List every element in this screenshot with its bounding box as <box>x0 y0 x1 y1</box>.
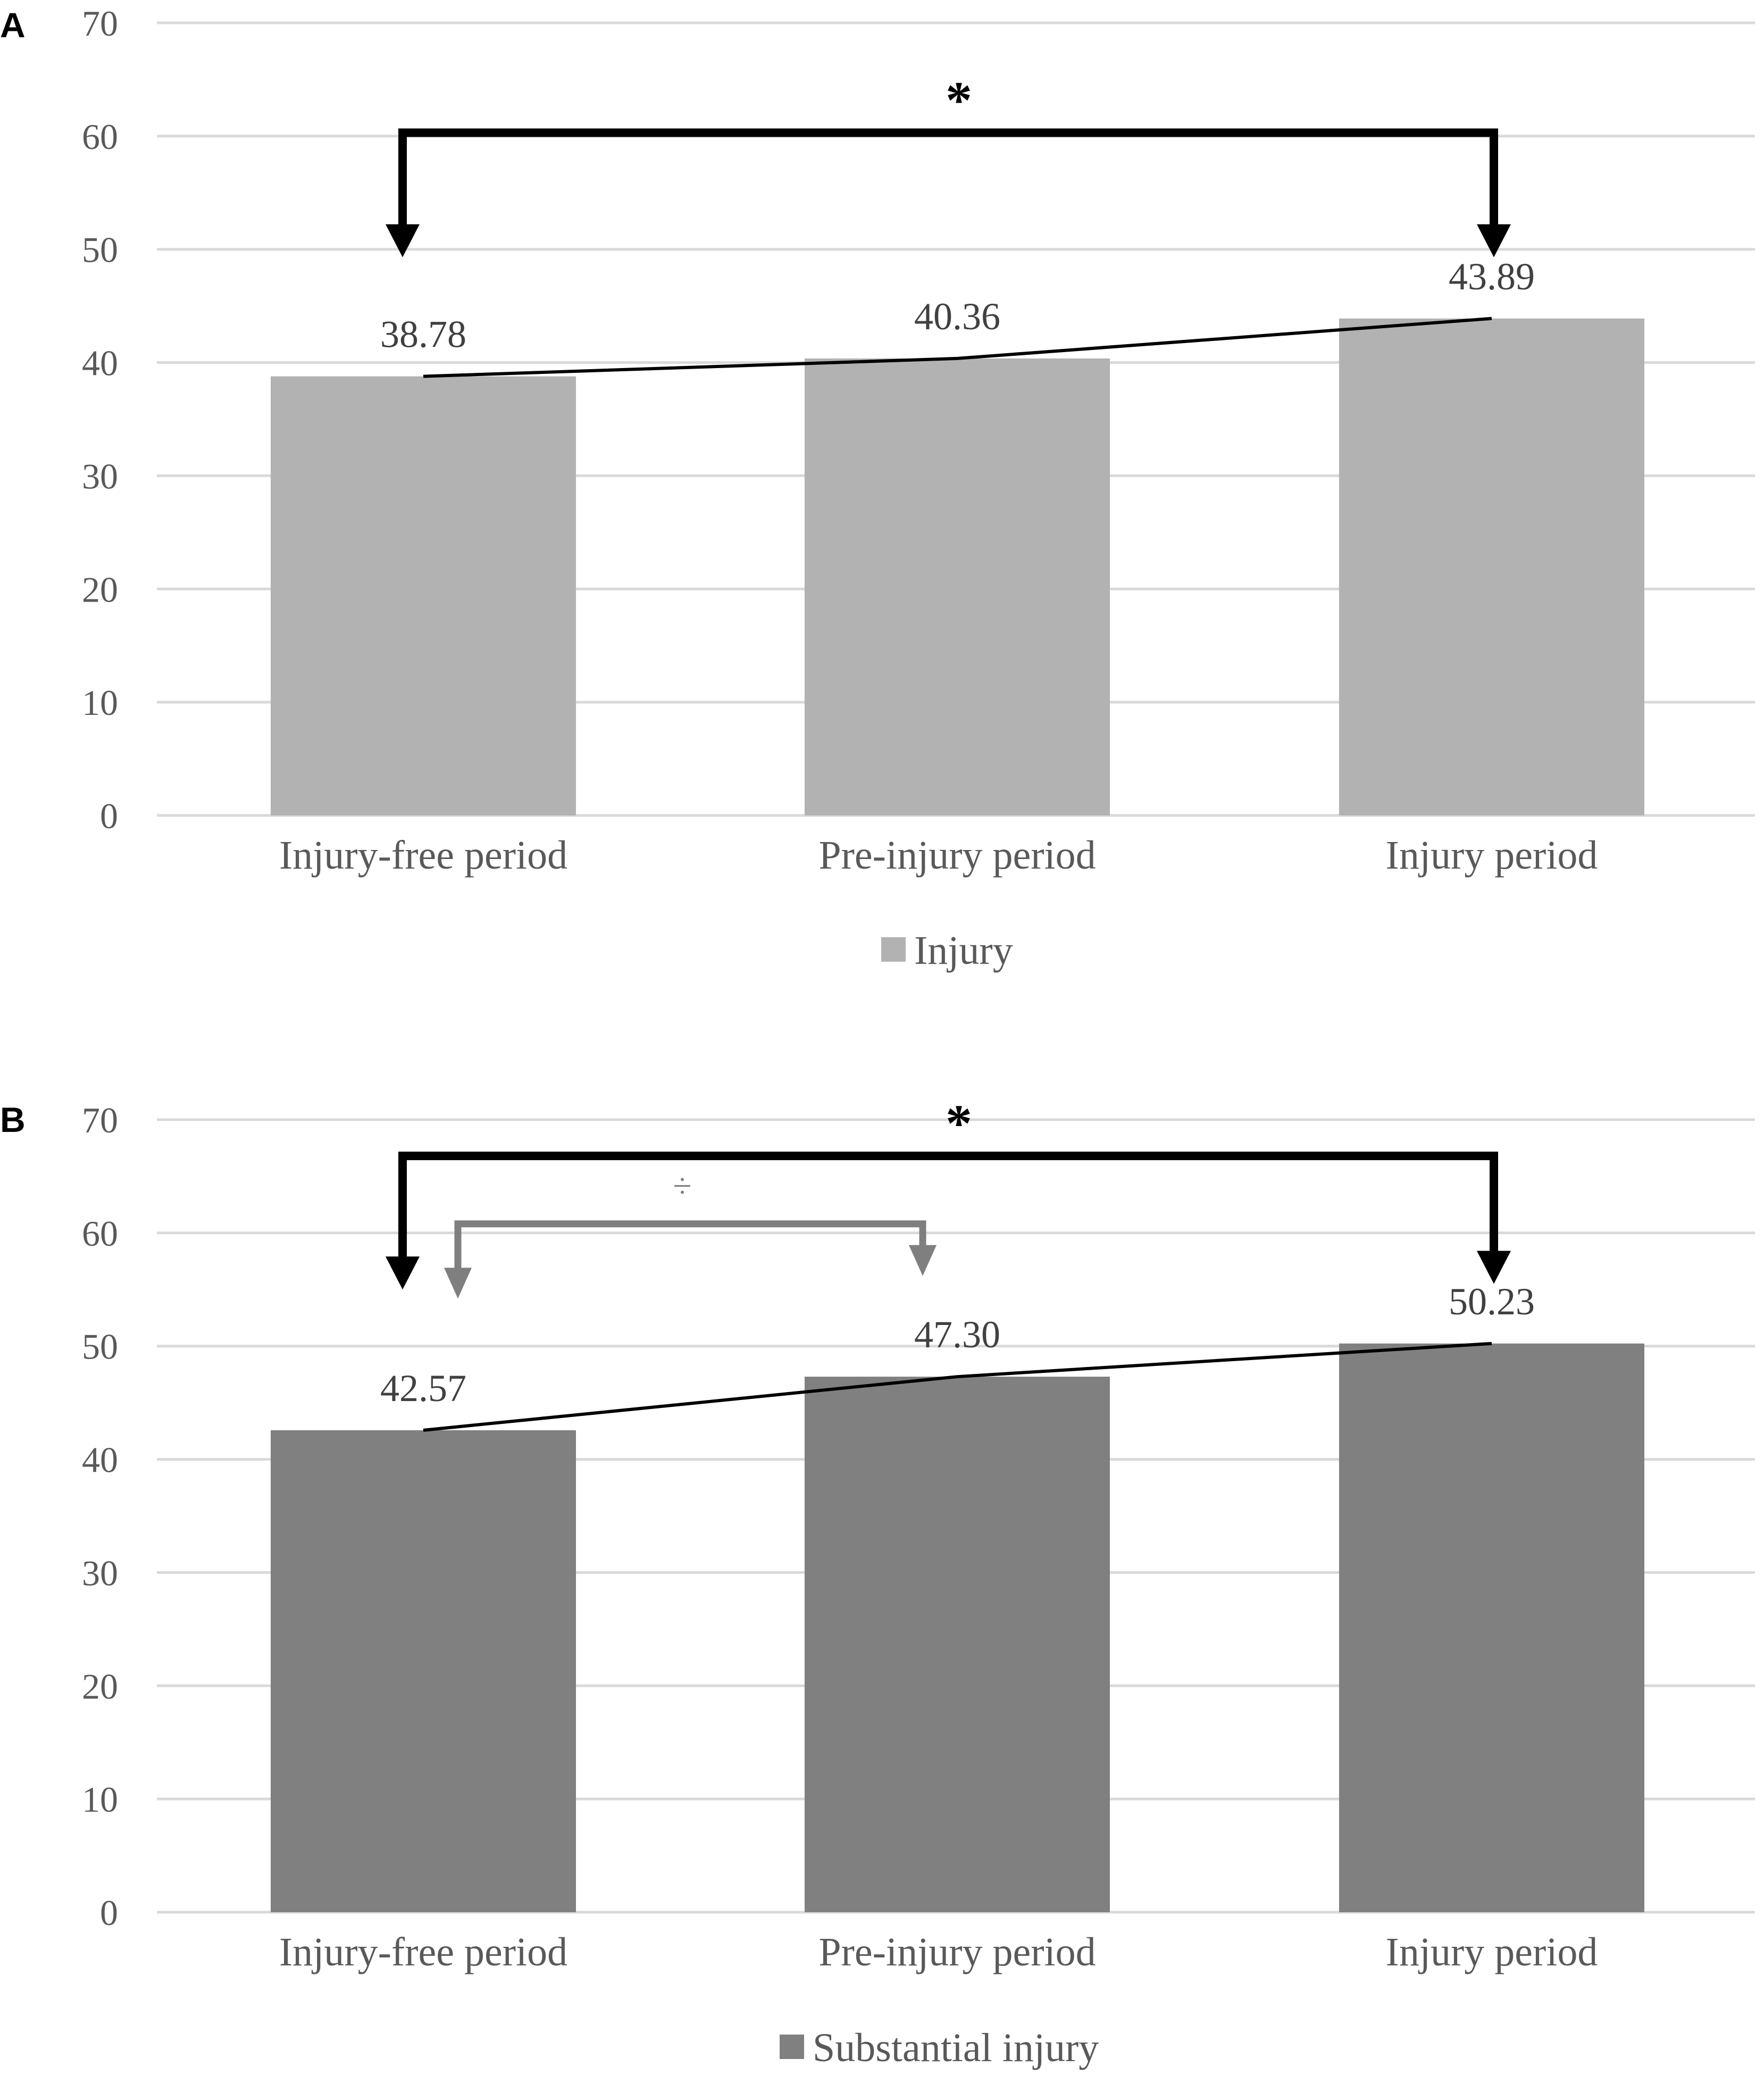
y-tick-label: 50 <box>82 230 118 270</box>
y-tick-label: 50 <box>82 1327 118 1367</box>
x-category-label: Injury period <box>1386 833 1598 878</box>
data-label: 47.30 <box>914 1313 1000 1356</box>
bar <box>271 1430 576 1912</box>
y-tick-label: 60 <box>82 1213 118 1254</box>
bar <box>1339 1343 1644 1912</box>
chart-panel-b: B 0 10 20 30 40 50 60 70 42.57 47.30 50.23 * ÷ Injury-… <box>0 1094 1755 2070</box>
y-tick-label: 70 <box>82 1100 118 1140</box>
legend-swatch <box>780 2035 804 2059</box>
significance-marker: * <box>946 1094 972 1153</box>
y-tick-label: 20 <box>82 1666 118 1706</box>
legend-label: Substantial injury <box>813 2026 1099 2070</box>
legend: Substantial injury <box>780 2026 1099 2070</box>
chart-panel-a: A 0 10 20 30 40 50 60 70 38.78 40.36 43.89 * Injury-f… <box>0 3 1755 973</box>
significance-marker: ÷ <box>673 1167 691 1205</box>
x-category-label: Pre-injury period <box>818 1930 1096 1974</box>
data-label: 40.36 <box>914 295 1000 338</box>
y-tick-label: 0 <box>100 796 118 836</box>
bracket-arrowhead <box>1477 224 1511 257</box>
y-tick-label: 60 <box>82 116 118 157</box>
y-tick-label: 20 <box>82 569 118 610</box>
data-label: 42.57 <box>380 1367 466 1410</box>
bracket-arrowhead <box>444 1268 472 1299</box>
y-tick-label: 70 <box>82 3 118 44</box>
bracket-arrowhead <box>1477 1251 1511 1284</box>
bar <box>805 358 1110 815</box>
bar <box>1339 318 1644 815</box>
data-label: 43.89 <box>1449 255 1535 298</box>
y-tick-label: 40 <box>82 343 118 384</box>
legend-swatch <box>881 937 906 962</box>
bracket-arrowhead <box>386 224 420 257</box>
y-tick-label: 0 <box>100 1893 118 1933</box>
trend-line <box>423 316 1492 378</box>
data-label: 38.78 <box>380 313 466 356</box>
significance-bracket <box>454 1220 926 1272</box>
y-tick-label: 10 <box>82 682 118 723</box>
trend-line <box>423 1341 1492 1432</box>
panel-letter: B <box>0 1100 26 1139</box>
x-category-label: Injury-free period <box>279 1930 567 1974</box>
significance-bracket <box>398 128 1498 229</box>
significance-marker: * <box>946 70 972 129</box>
data-label: 50.23 <box>1449 1280 1535 1323</box>
y-tick-label: 30 <box>82 456 118 496</box>
x-category-label: Injury period <box>1386 1930 1598 1974</box>
significance-bracket <box>398 1152 1498 1261</box>
x-category-label: Pre-injury period <box>818 833 1096 878</box>
bar <box>271 376 576 815</box>
x-category-label: Injury-free period <box>279 833 567 878</box>
panel-letter: A <box>0 5 26 45</box>
y-tick-label: 10 <box>82 1779 118 1820</box>
bracket-arrowhead <box>386 1256 420 1290</box>
bar <box>805 1377 1110 1912</box>
legend: Injury <box>881 928 1013 973</box>
bracket-arrowhead <box>909 1245 937 1276</box>
y-tick-label: 40 <box>82 1440 118 1480</box>
y-tick-label: 30 <box>82 1553 118 1593</box>
legend-label: Injury <box>914 928 1013 973</box>
